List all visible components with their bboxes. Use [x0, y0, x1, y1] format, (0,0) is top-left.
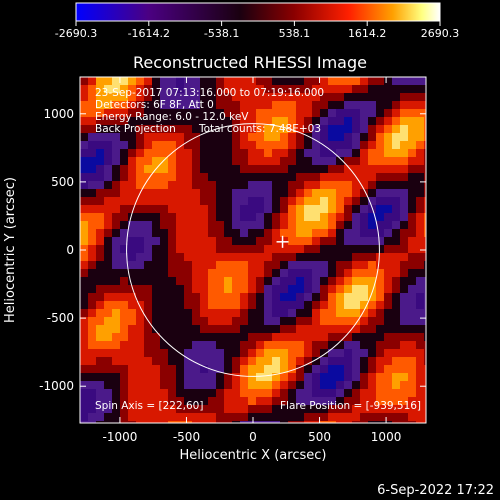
- x-tick-label: 1000: [371, 430, 402, 444]
- annotation-detectors: Detectors: 6F 8F, Att 0: [95, 99, 214, 111]
- annotation-counts: Total counts: 7.48E+03: [198, 123, 321, 135]
- colorbar-tick-label: -1614.2: [128, 27, 170, 40]
- solar-limb-circle: [126, 123, 380, 377]
- annotations: 23-Sep-2017 07:13:16.000 to 07:19:16.000…: [95, 87, 421, 412]
- colorbar: [75, 2, 441, 22]
- heatmap: [80, 77, 426, 423]
- annotation-energy: Energy Range: 6.0 - 12.0 keV: [95, 111, 249, 123]
- footer-date: 6-Sep-2022 17:22: [377, 483, 494, 498]
- x-tick-label: 0: [249, 430, 257, 444]
- x-tick-label: -500: [173, 430, 200, 444]
- y-axis-ticks: 1000 500 0 -500 -1000: [39, 107, 426, 393]
- chart-title: Reconstructed RHESSI Image: [133, 53, 367, 72]
- spin-axis-marker: [276, 235, 289, 248]
- annotation-flare-position: Flare Position = [-939,516]: [280, 400, 421, 412]
- x-axis-label: Heliocentric X (arcsec): [180, 448, 327, 463]
- annotation-spin-axis: Spin Axis = [222,60]: [95, 400, 203, 412]
- y-tick-label: 0: [66, 243, 74, 257]
- colorbar-tick-label: -538.1: [204, 27, 239, 40]
- annotation-method: Back Projection: [95, 123, 176, 135]
- y-tick-label: 1000: [43, 107, 74, 121]
- colorbar-tick-label: 2690.3: [421, 27, 460, 40]
- y-tick-label: -500: [47, 311, 74, 325]
- y-axis-label: Heliocentric Y (arcsec): [3, 177, 18, 323]
- colorbar-tick-label: -2690.3: [55, 27, 97, 40]
- colorbar-tick-label: 538.1: [279, 27, 311, 40]
- y-tick-label: -1000: [39, 379, 74, 393]
- colorbar-tick-label: 1614.2: [348, 27, 387, 40]
- y-tick-label: 500: [51, 175, 74, 189]
- x-tick-label: -1000: [102, 430, 137, 444]
- colorbar-ticks: -2690.3 -1614.2 -538.1 538.1 1614.2 2690.3: [55, 21, 459, 40]
- x-tick-label: 500: [308, 430, 331, 444]
- x-axis-ticks: -1000 -500 0 500 1000: [102, 77, 401, 444]
- annotation-time: 23-Sep-2017 07:13:16.000 to 07:19:16.000: [95, 87, 324, 99]
